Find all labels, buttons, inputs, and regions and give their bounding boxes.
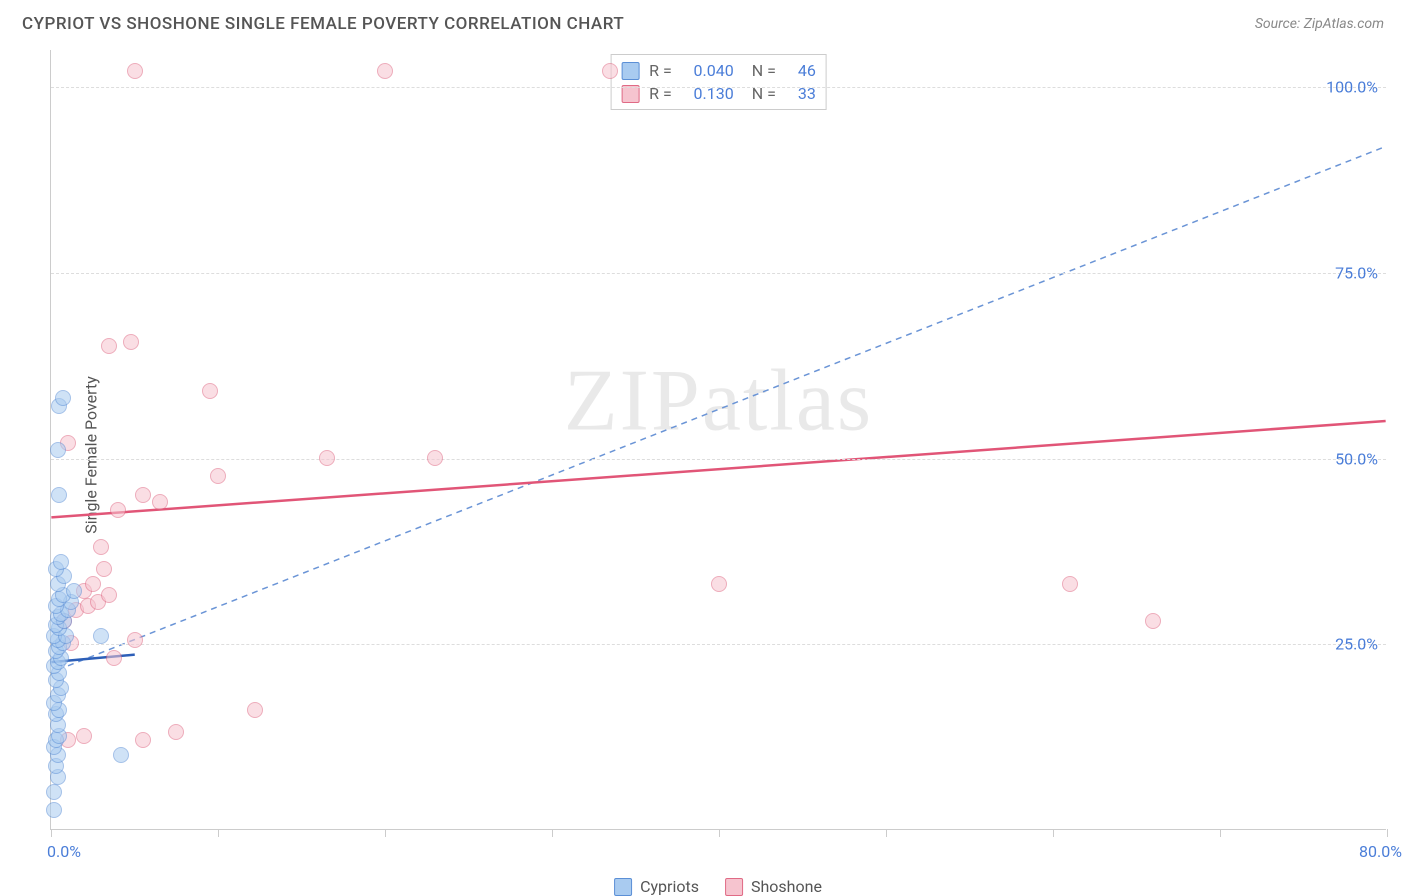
- data-point-shoshone: [168, 724, 184, 740]
- x-tick: [886, 829, 887, 837]
- watermark: ZIPatlas: [564, 350, 873, 451]
- data-point-cypriots: [53, 554, 69, 570]
- data-point-shoshone: [377, 63, 393, 79]
- data-point-shoshone: [602, 63, 618, 79]
- data-point-shoshone: [93, 539, 109, 555]
- legend-swatch: [725, 878, 743, 896]
- stats-row-shoshone: R =0.130N =33: [621, 82, 816, 105]
- x-tick: [385, 829, 386, 837]
- series-legend: Cypriots Shoshone: [614, 877, 822, 896]
- data-point-shoshone: [76, 728, 92, 744]
- y-tick-label: 50.0%: [1335, 449, 1378, 468]
- data-point-shoshone: [127, 63, 143, 79]
- data-point-shoshone: [101, 338, 117, 354]
- data-point-shoshone: [319, 450, 335, 466]
- data-point-shoshone: [210, 468, 226, 484]
- data-point-cypriots: [50, 442, 66, 458]
- data-point-shoshone: [123, 334, 139, 350]
- chart-title: CYPRIOT VS SHOSHONE SINGLE FEMALE POVERT…: [22, 14, 624, 34]
- r-label: R =: [649, 61, 672, 80]
- data-point-shoshone: [247, 702, 263, 718]
- gridline-h: [51, 459, 1386, 460]
- data-point-cypriots: [113, 747, 129, 763]
- y-tick-label: 25.0%: [1335, 635, 1378, 654]
- x-tick: [51, 829, 52, 837]
- y-tick-label: 75.0%: [1335, 263, 1378, 282]
- stats-legend: R = 0.040 N = 46 R =0.130N =33: [610, 54, 827, 110]
- stats-row-cypriots: R = 0.040 N = 46: [621, 59, 816, 82]
- data-point-shoshone: [202, 383, 218, 399]
- data-point-shoshone: [135, 732, 151, 748]
- data-point-shoshone: [152, 494, 168, 510]
- legend-item-shoshone: Shoshone: [725, 877, 822, 896]
- data-point-cypriots: [93, 628, 109, 644]
- data-point-shoshone: [1145, 613, 1161, 629]
- data-point-shoshone: [101, 587, 117, 603]
- data-point-cypriots: [46, 784, 62, 800]
- data-point-shoshone: [711, 576, 727, 592]
- data-point-shoshone: [1062, 576, 1078, 592]
- chart-header: CYPRIOT VS SHOSHONE SINGLE FEMALE POVERT…: [0, 0, 1406, 40]
- data-point-shoshone: [85, 576, 101, 592]
- y-tick-label: 100.0%: [1326, 78, 1378, 97]
- legend-label: Cypriots: [640, 877, 699, 896]
- n-label: N =: [752, 61, 776, 80]
- r-value: 0.040: [682, 61, 734, 80]
- data-point-shoshone: [127, 632, 143, 648]
- x-tick: [1220, 829, 1221, 837]
- legend-swatch: [621, 62, 639, 80]
- scatter-chart: Single Female Poverty ZIPatlas R =0.040N…: [48, 50, 1388, 860]
- x-tick: [1053, 829, 1054, 837]
- x-tick: [218, 829, 219, 837]
- x-tick: [719, 829, 720, 837]
- data-point-cypriots: [66, 583, 82, 599]
- data-point-shoshone: [427, 450, 443, 466]
- data-point-shoshone: [106, 650, 122, 666]
- data-point-cypriots: [55, 390, 71, 406]
- gridline-h: [51, 273, 1386, 274]
- n-value: 46: [786, 61, 816, 80]
- legend-swatch: [614, 878, 632, 896]
- legend-label: Shoshone: [751, 877, 822, 896]
- legend-item-cypriots: Cypriots: [614, 877, 699, 896]
- plot-area: ZIPatlas R = 0.040 N = 46 R =0.130N =33 25.0…: [50, 50, 1386, 830]
- data-point-shoshone: [135, 487, 151, 503]
- data-point-cypriots: [46, 802, 62, 818]
- x-tick-label: 80.0%: [1359, 842, 1402, 861]
- data-point-cypriots: [51, 487, 67, 503]
- x-tick: [1387, 829, 1388, 837]
- chart-source: Source: ZipAtlas.com: [1255, 16, 1384, 32]
- x-tick: [552, 829, 553, 837]
- data-point-shoshone: [96, 561, 112, 577]
- gridline-h: [51, 644, 1386, 645]
- gridline-h: [51, 87, 1386, 88]
- data-point-shoshone: [110, 502, 126, 518]
- x-tick-label: 0.0%: [47, 842, 81, 861]
